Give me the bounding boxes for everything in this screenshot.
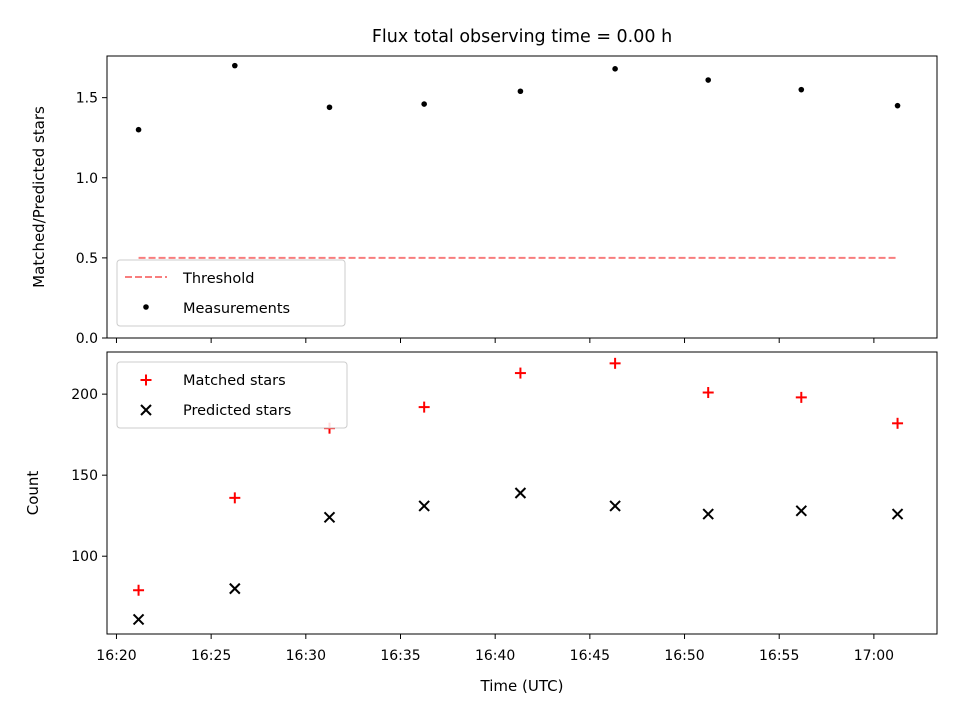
- legend-predicted-swatch: [140, 404, 152, 416]
- x-tick-label: 16:20: [96, 648, 136, 664]
- x-tick-label: 16:35: [380, 648, 420, 664]
- x-tick-label: 16:25: [191, 648, 231, 664]
- matched-point: [133, 584, 145, 596]
- legend-box: [116, 259, 346, 327]
- predicted-point: [514, 487, 527, 499]
- measurement-point: [517, 88, 524, 95]
- predicted-point: [323, 511, 336, 524]
- x-tick-label: 16:45: [570, 648, 610, 664]
- legend-matched-swatch: [140, 374, 152, 386]
- x-axis-label: Time (UTC): [480, 677, 564, 695]
- legend-box: [116, 361, 348, 429]
- matched-point: [892, 417, 904, 429]
- predicted-point: [229, 582, 241, 595]
- legend-predicted-label: Predicted stars: [183, 403, 291, 419]
- matched-point: [702, 387, 714, 399]
- y-tick-label: 1.5: [76, 91, 98, 107]
- matched-point: [514, 367, 526, 379]
- legend-measurements-label: Measurements: [183, 301, 290, 317]
- x-tick-label: 16:50: [664, 648, 704, 664]
- predicted-point: [795, 505, 808, 517]
- measurement-point: [232, 62, 238, 69]
- x-tick-label: 16:55: [759, 648, 799, 664]
- legend-bottom: Matched stars Predicted stars: [116, 361, 348, 429]
- y-tick-label: 150: [71, 468, 98, 484]
- measurement-point: [326, 104, 333, 111]
- bottom-axes-frame: [106, 351, 938, 635]
- predicted-point: [418, 500, 430, 512]
- x-tick-label: 17:00: [854, 648, 894, 664]
- top-panel: 0.0 0.5 1.0 1.5 Matched/Predicted stars Thres…: [30, 55, 938, 347]
- y-tick-label: 100: [71, 549, 98, 565]
- measurement-point: [421, 101, 427, 107]
- measurement-point: [135, 126, 142, 133]
- measurement-point: [612, 66, 618, 72]
- legend-measurements-swatch: [143, 304, 149, 310]
- bottom-panel: 100 150 200 16:20 16:25 16:30 16:35 16:40 16:45 1…: [24, 351, 938, 664]
- measurement-point: [798, 86, 805, 93]
- y-axis-label-bottom: Count: [24, 471, 42, 516]
- y-tick-label: 200: [71, 387, 98, 403]
- matched-point: [418, 401, 430, 413]
- chart-title: Flux total observing time = 0.00 h: [372, 27, 672, 47]
- legend-top: Threshold Measurements: [116, 259, 346, 327]
- legend-matched-label: Matched stars: [183, 373, 286, 389]
- y-axis-label-top: Matched/Predicted stars: [30, 106, 48, 288]
- y-tick-label: 0.5: [76, 251, 98, 267]
- measurement-point: [705, 77, 711, 83]
- x-tick-label: 16:40: [475, 648, 515, 664]
- y-tick-label: 1.0: [76, 171, 98, 187]
- predicted-point: [132, 613, 145, 626]
- matched-point: [609, 357, 621, 369]
- top-axes-frame: [106, 55, 938, 339]
- predicted-point: [702, 508, 714, 520]
- y-tick-label: 0.0: [76, 331, 98, 347]
- x-tick-label: 16:30: [286, 648, 326, 664]
- matched-point: [795, 391, 807, 403]
- predicted-point: [609, 500, 621, 512]
- measurement-point: [894, 102, 901, 109]
- legend-threshold-label: Threshold: [182, 271, 254, 287]
- predicted-point: [891, 508, 904, 520]
- matched-point: [229, 492, 241, 504]
